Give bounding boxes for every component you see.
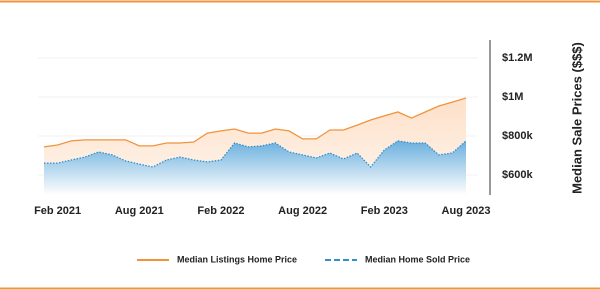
x-tick-label: Aug 2023 <box>442 205 491 217</box>
legend-label: Median Listings Home Price <box>177 254 297 264</box>
series-line <box>44 140 467 168</box>
legend-label: Median Home Sold Price <box>365 254 470 264</box>
x-tick-label: Aug 2021 <box>115 205 164 217</box>
x-tick-label: Feb 2021 <box>34 205 81 217</box>
y-tick-label: $800k <box>502 130 533 142</box>
y-tick-label: $1M <box>502 91 523 103</box>
y-tick-label: $600k <box>502 169 533 181</box>
y-tick-label: $1.2M <box>502 52 533 64</box>
series-line <box>43 97 467 148</box>
x-tick-label: Feb 2022 <box>197 205 244 217</box>
y-axis-title: Median Sale Prices ($$$) <box>569 42 584 194</box>
x-tick-label: Aug 2022 <box>278 205 327 217</box>
series-area <box>44 140 466 195</box>
legend: Median Listings Home Price Median Home So… <box>137 254 470 264</box>
x-tick-label: Feb 2023 <box>361 205 408 217</box>
